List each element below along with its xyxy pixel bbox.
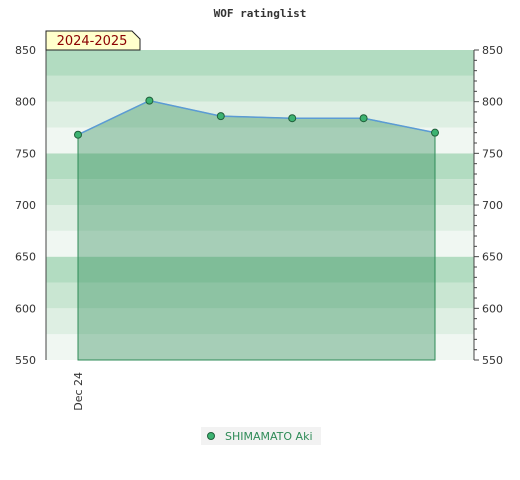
grid-band: [46, 308, 474, 335]
y-tick-label-left: 800: [15, 96, 36, 109]
points-layer: [74, 96, 439, 139]
series-area: [77, 100, 436, 361]
data-point: [359, 114, 368, 123]
chart-title: WOF ratinglist: [214, 7, 307, 20]
y-tick-label-right: 600: [482, 302, 503, 315]
y-tick-label-left: 650: [15, 251, 36, 264]
grid-band: [46, 179, 474, 205]
y-tick-label-right: 750: [482, 147, 503, 160]
data-point: [145, 96, 154, 105]
background-bands: [46, 50, 474, 360]
season-badge-box: [45, 30, 141, 51]
legend: SHIMAMATO Aki: [201, 427, 321, 445]
y-tick-label-left: 850: [15, 44, 36, 57]
grid-band: [46, 205, 474, 231]
grid-band: [46, 334, 474, 360]
grid-band: [46, 230, 474, 257]
grid-band: [46, 282, 474, 309]
y-tick-label-left: 750: [15, 147, 36, 160]
season-badge-label: 2024-2025: [57, 34, 128, 49]
data-point: [216, 112, 225, 121]
y-tick-label-left: 600: [15, 302, 36, 315]
y-tick-label-right: 550: [482, 354, 503, 367]
axes-layer: 550 550 600 600 650 650 700 700 750 750 800 800 850 8…: [15, 44, 503, 411]
grid-band: [46, 127, 474, 154]
y-tick-label-left: 700: [15, 199, 36, 212]
grid-band: [46, 101, 474, 128]
y-tick-label-right: 650: [482, 251, 503, 264]
season-badge: 2024-2025: [45, 30, 141, 51]
data-point: [431, 128, 439, 137]
legend-box: [201, 427, 321, 445]
data-point: [74, 130, 82, 139]
series-line: [77, 99, 436, 136]
grid-band: [46, 50, 474, 76]
data-point: [288, 114, 297, 123]
y-tick-label-left: 550: [15, 354, 36, 367]
area-layer: [77, 99, 436, 361]
y-tick-label-right: 850: [482, 44, 503, 57]
grid-band: [46, 75, 474, 102]
legend-label: SHIMAMATO Aki: [225, 430, 313, 443]
grid-band: [46, 153, 474, 180]
y-tick-label-right: 800: [482, 96, 503, 109]
legend-marker: [207, 432, 215, 440]
x-tick-label: Dec 24: [72, 372, 85, 411]
grid-band: [46, 256, 474, 283]
y-tick-label-right: 700: [482, 199, 503, 212]
